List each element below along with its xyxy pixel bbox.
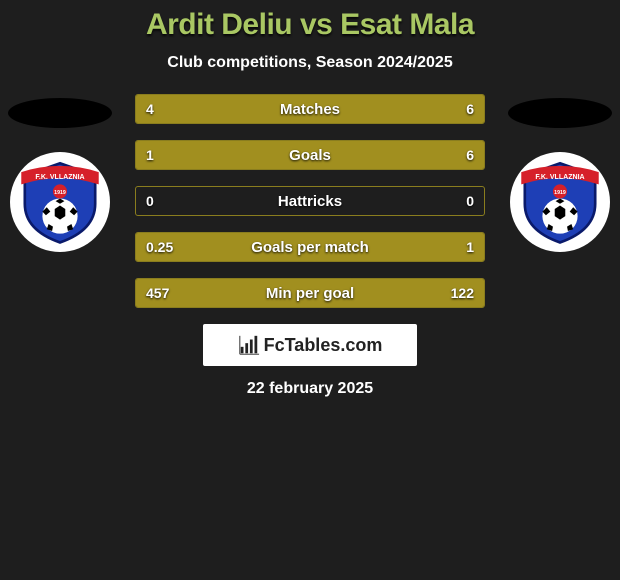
stat-value-right: 0 — [456, 187, 484, 215]
subtitle: Club competitions, Season 2024/2025 — [0, 54, 620, 72]
source-logo: FcTables.com — [203, 324, 417, 366]
stat-bar-right — [449, 279, 484, 307]
player-left-column: F.K. VLLAZNIA 1919 — [0, 94, 120, 252]
stat-bar-right — [199, 95, 484, 123]
stat-bar-left — [136, 233, 206, 261]
page-title: Ardit Deliu vs Esat Mala — [0, 8, 620, 42]
comparison-card: Ardit Deliu vs Esat Mala Club competitio… — [0, 0, 620, 398]
stat-bar-right — [206, 233, 484, 261]
player-right-column: F.K. VLLAZNIA 1919 — [500, 94, 620, 252]
stat-label: Hattricks — [136, 187, 484, 215]
club-shield-icon: F.K. VLLAZNIA 1919 — [16, 158, 104, 246]
bar-chart-icon — [238, 334, 260, 356]
stat-row: 0.251Goals per match — [135, 232, 485, 262]
stat-bar-right — [199, 141, 484, 169]
svg-text:1919: 1919 — [54, 190, 66, 196]
stat-row: 46Matches — [135, 94, 485, 124]
svg-text:F.K. VLLAZNIA: F.K. VLLAZNIA — [535, 174, 584, 181]
player-left-oval — [8, 98, 112, 128]
stat-bar-left — [136, 95, 199, 123]
player-right-club-badge: F.K. VLLAZNIA 1919 — [510, 152, 610, 252]
stat-row: 16Goals — [135, 140, 485, 170]
stat-bar-left — [136, 279, 449, 307]
club-shield-icon: F.K. VLLAZNIA 1919 — [516, 158, 604, 246]
main-area: F.K. VLLAZNIA 1919 F — [0, 94, 620, 398]
stat-value-left: 0 — [136, 187, 164, 215]
player-right-oval — [508, 98, 612, 128]
date-label: 22 february 2025 — [0, 380, 620, 398]
stats-table: 46Matches 16Goals 0 0Hattricks 0.251Goals pe… — [135, 94, 485, 308]
svg-text:1919: 1919 — [554, 190, 566, 196]
player-left-club-badge: F.K. VLLAZNIA 1919 — [10, 152, 110, 252]
stat-bar-left — [136, 141, 199, 169]
svg-text:F.K. VLLAZNIA: F.K. VLLAZNIA — [35, 174, 84, 181]
source-logo-text: FcTables.com — [264, 335, 383, 356]
stat-row: 0 0Hattricks — [135, 186, 485, 216]
stat-row: 457122Min per goal — [135, 278, 485, 308]
